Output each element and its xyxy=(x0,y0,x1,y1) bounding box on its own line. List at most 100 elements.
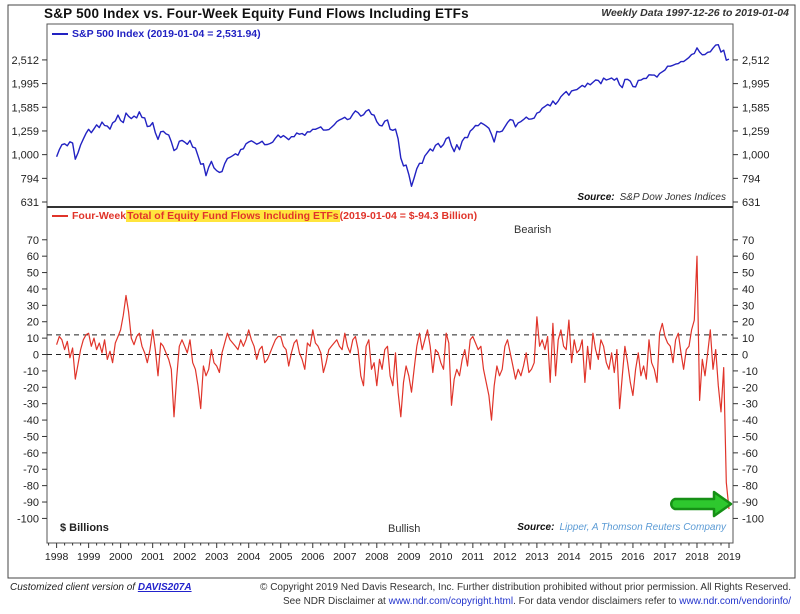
period-label: Weekly Data 1997-12-26 to 2019-01-04 xyxy=(601,7,789,19)
y-tick-label: 1,000 xyxy=(11,150,39,162)
y-tick-label: 1,585 xyxy=(742,102,770,114)
top-source-label: Source: xyxy=(577,192,615,203)
flows-legend-prefix: Four-Week xyxy=(72,210,127,222)
y-tick-label: 30 xyxy=(742,300,754,312)
x-tick-label: 2003 xyxy=(205,551,229,563)
footer-disclaimer-prefix: See NDR Disclaimer at xyxy=(283,596,389,607)
y-tick-label: 1,995 xyxy=(11,79,39,91)
vendorinfo-link[interactable]: www.ndr.com/vendorinfo/ xyxy=(679,596,791,607)
flows-legend-swatch-icon xyxy=(52,215,68,217)
y-tick-label: 10 xyxy=(742,333,754,345)
y-tick-label: -70 xyxy=(742,464,758,476)
green-arrow-icon xyxy=(669,490,733,518)
y-tick-label: 1,259 xyxy=(11,126,39,138)
y-tick-label: 631 xyxy=(21,197,39,209)
y-tick-label: 2,512 xyxy=(11,55,39,67)
y-tick-label: 50 xyxy=(27,268,39,280)
y-tick-label: -40 xyxy=(23,415,39,427)
x-tick-label: 2014 xyxy=(557,551,581,563)
flows-legend-value: (2019-01-04 = $-94.3 Billion) xyxy=(339,210,478,222)
top-source-text: S&P Dow Jones Indices xyxy=(619,192,726,203)
y-tick-label: -60 xyxy=(23,448,39,460)
y-tick-label: -100 xyxy=(17,513,39,525)
x-tick-label: 2005 xyxy=(269,551,293,563)
y-tick-label: -30 xyxy=(23,399,39,411)
y-tick-label: -20 xyxy=(742,382,758,394)
y-tick-label: 50 xyxy=(742,268,754,280)
footer-disclaimer-line: See NDR Disclaimer at www.ndr.com/copyri… xyxy=(260,595,791,609)
page-title: S&P 500 Index vs. Four-Week Equity Fund … xyxy=(44,6,469,21)
sp500-line xyxy=(55,44,730,187)
x-tick-label: 2013 xyxy=(525,551,549,563)
y-tick-label: -50 xyxy=(742,431,758,443)
flows-legend: Four-Week Total of Equity Fund Flows Inc… xyxy=(52,210,477,222)
copyright-link[interactable]: www.ndr.com/copyright.html xyxy=(388,596,514,607)
footer-client-version: Customized client version of DAVIS207A xyxy=(10,582,192,593)
y-tick-label: 0 xyxy=(33,350,39,362)
x-tick-label: 1998 xyxy=(45,551,69,563)
y-tick-label: 70 xyxy=(742,235,754,247)
top-source: Source: S&P Dow Jones Indices xyxy=(577,192,726,203)
x-tick-label: 2006 xyxy=(301,551,325,563)
y-tick-label: 794 xyxy=(21,173,39,185)
flows-legend-highlight: Total of Equity Fund Flows Including ETF… xyxy=(126,210,340,222)
outer-frame xyxy=(7,4,796,579)
bottom-source: Source: Lipper, A Thomson Reuters Company xyxy=(517,522,726,533)
y-tick-label: -100 xyxy=(742,513,764,525)
x-tick-label: 2017 xyxy=(653,551,677,563)
y-tick-label: 1,259 xyxy=(742,126,770,138)
x-tick-label: 2004 xyxy=(237,551,261,563)
x-tick-label: 2018 xyxy=(685,551,709,563)
x-tick-label: 2015 xyxy=(589,551,613,563)
top-panel-frame xyxy=(46,23,734,208)
y-tick-label: 20 xyxy=(742,317,754,329)
sp500-legend: S&P 500 Index (2019-01-04 = 2,531.94) xyxy=(52,28,261,40)
units-label: $ Billions xyxy=(60,522,109,534)
x-tick-label: 2007 xyxy=(333,551,357,563)
y-tick-label: 2,512 xyxy=(742,55,770,67)
x-tick-label: 2009 xyxy=(397,551,421,563)
y-tick-label: 40 xyxy=(742,284,754,296)
y-tick-label: -40 xyxy=(742,415,758,427)
x-tick-label: 1999 xyxy=(77,551,101,563)
footer-copyright-line: © Copyright 2019 Ned Davis Research, Inc… xyxy=(260,582,791,593)
x-tick-label: 2011 xyxy=(462,551,485,563)
y-tick-label: -20 xyxy=(23,382,39,394)
y-tick-label: -70 xyxy=(23,464,39,476)
y-tick-label: 60 xyxy=(742,251,754,263)
y-tick-label: 0 xyxy=(742,350,748,362)
bullish-label: Bullish xyxy=(388,523,421,535)
sp500-legend-label: S&P 500 Index (2019-01-04 = 2,531.94) xyxy=(72,28,261,40)
x-tick-label: 2001 xyxy=(141,551,165,563)
y-tick-label: 10 xyxy=(27,333,39,345)
y-tick-label: 1,000 xyxy=(742,150,770,162)
y-tick-label: 794 xyxy=(742,173,760,185)
y-tick-label: 30 xyxy=(27,300,39,312)
y-tick-label: -90 xyxy=(742,497,758,509)
x-tick-label: 2002 xyxy=(173,551,197,563)
y-tick-label: -10 xyxy=(23,366,39,378)
y-tick-label: 1,995 xyxy=(742,79,770,91)
bottom-source-text: Lipper, A Thomson Reuters Company xyxy=(559,522,726,533)
y-tick-label: 70 xyxy=(27,235,39,247)
x-tick-label: 2008 xyxy=(365,551,389,563)
y-tick-label: 40 xyxy=(27,284,39,296)
y-tick-label: -80 xyxy=(23,481,39,493)
x-tick-label: 2012 xyxy=(493,551,517,563)
x-tick-label: 2019 xyxy=(717,551,741,563)
y-tick-label: -50 xyxy=(23,431,39,443)
y-tick-label: -60 xyxy=(742,448,758,460)
client-version-link[interactable]: DAVIS207A xyxy=(137,582,192,593)
footer-disclaimer-mid: . For data vendor disclaimers refer to xyxy=(513,596,680,607)
x-tick-label: 2016 xyxy=(621,551,645,563)
y-tick-label: -90 xyxy=(23,497,39,509)
sp500-legend-swatch-icon xyxy=(52,33,68,35)
bearish-label: Bearish xyxy=(514,224,552,236)
y-tick-label: -30 xyxy=(742,399,758,411)
y-tick-label: 631 xyxy=(742,197,760,209)
y-tick-label: 60 xyxy=(27,251,39,263)
x-tick-label: 2010 xyxy=(429,551,453,563)
x-tick-label: 2000 xyxy=(109,551,133,563)
